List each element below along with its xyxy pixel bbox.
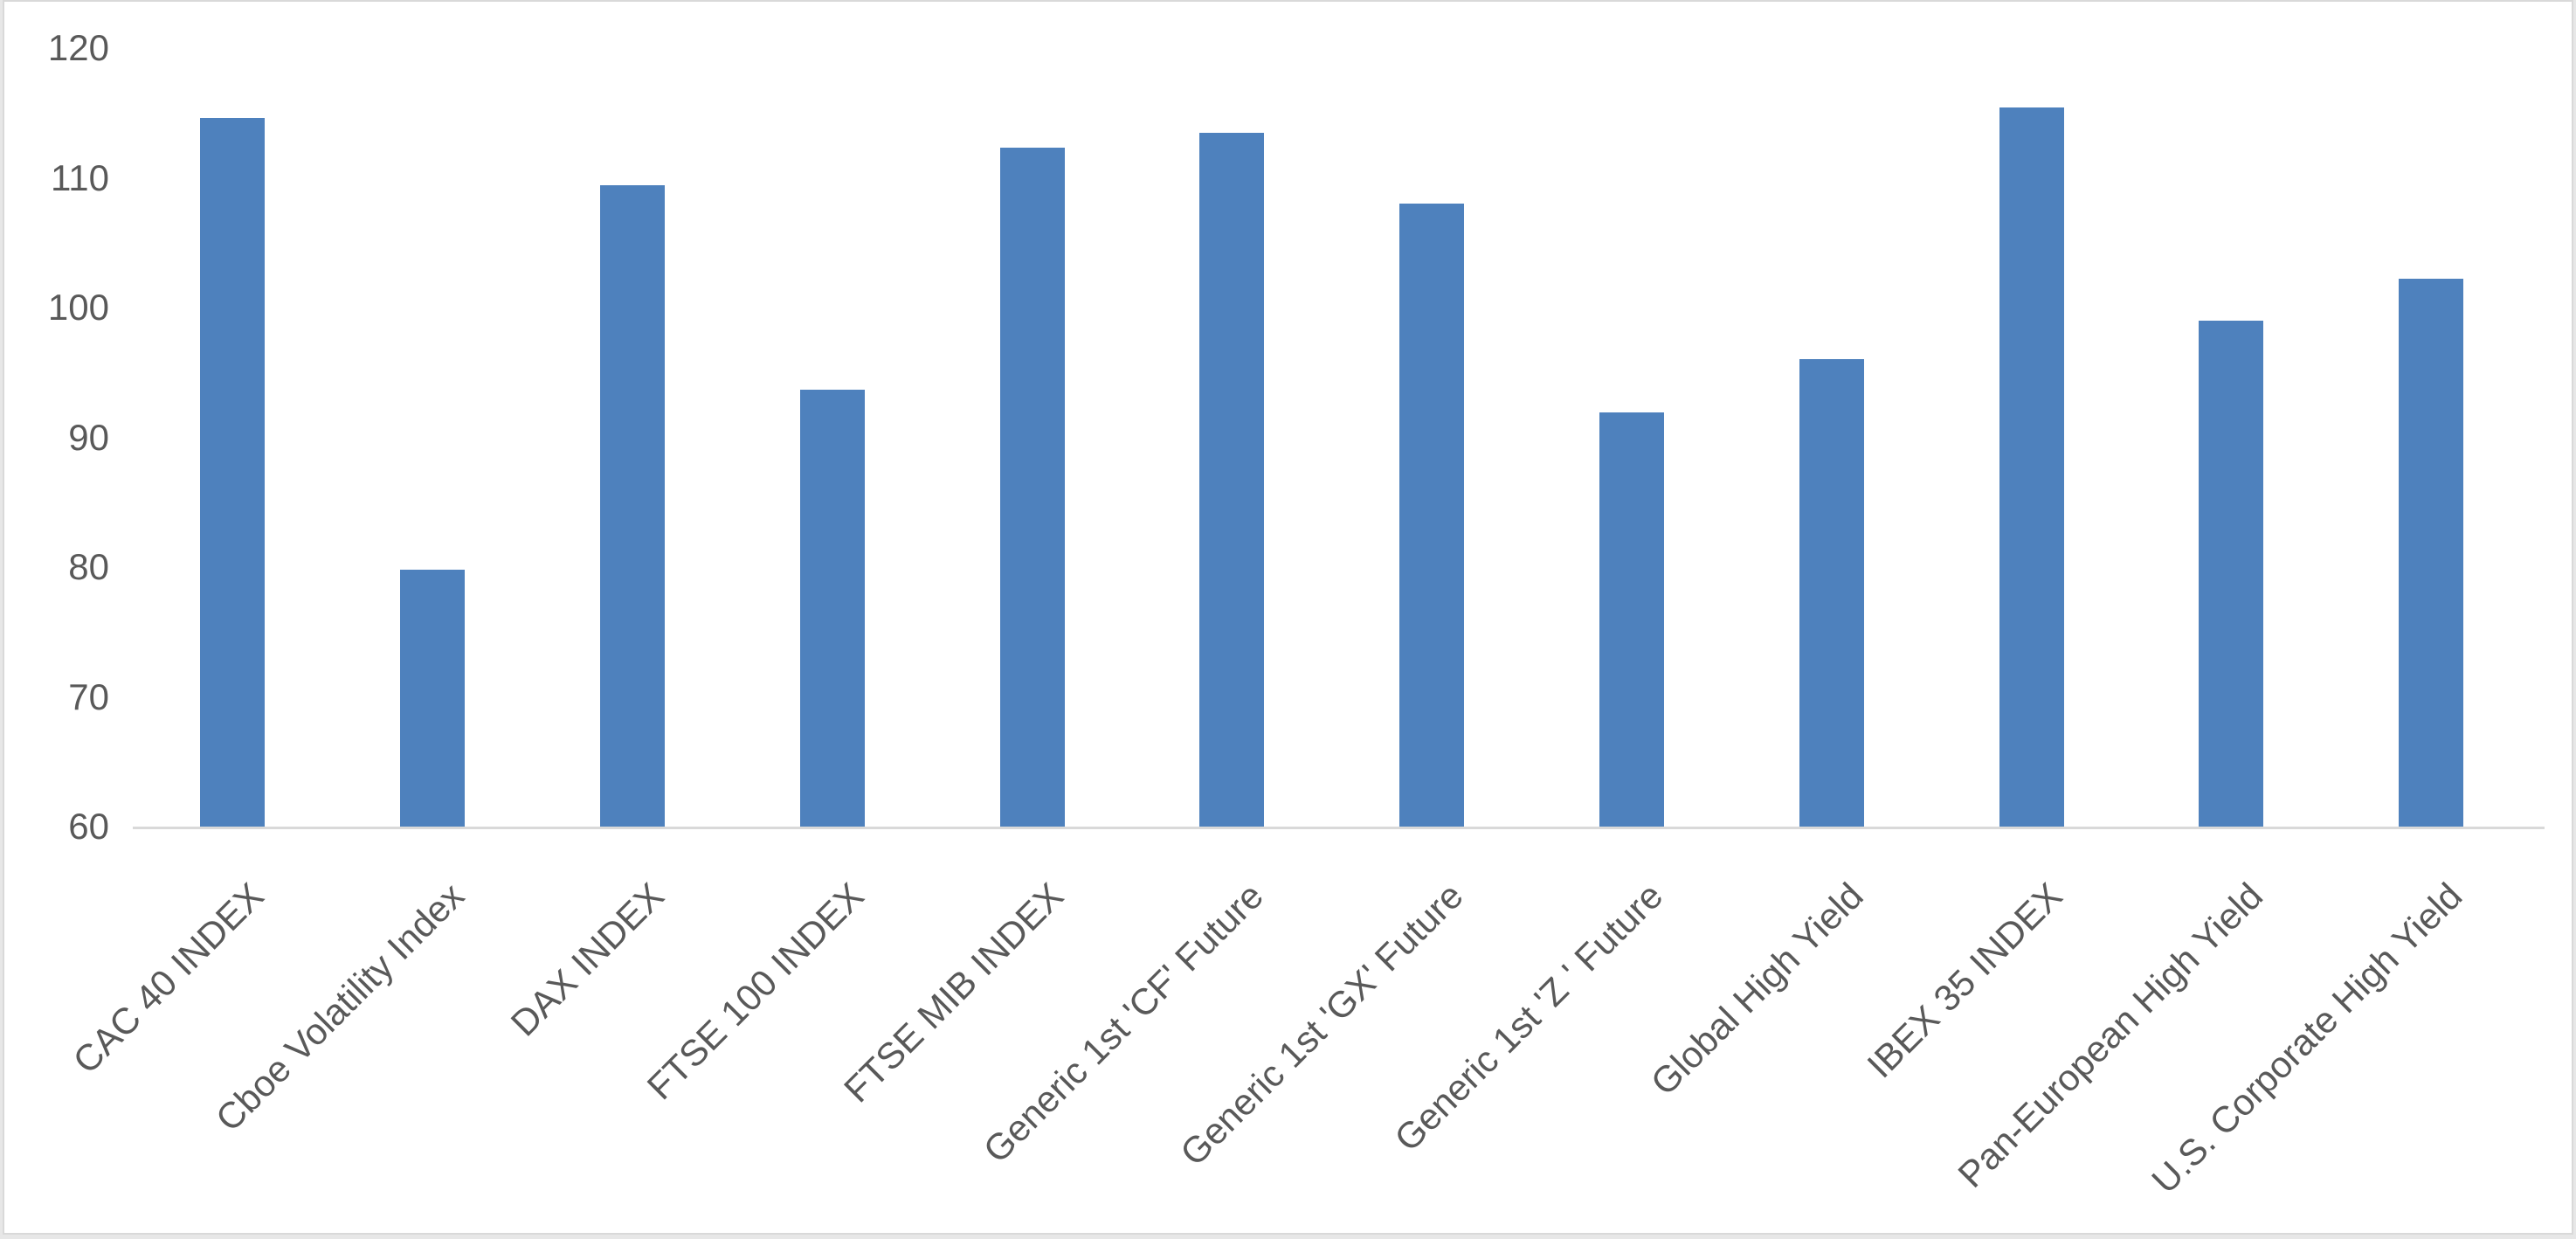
y-axis-tick-label: 120 <box>47 27 109 68</box>
bar-ftse-mib-index <box>999 148 1065 827</box>
y-axis-tick-label: 100 <box>47 287 109 328</box>
x-axis-line <box>133 827 2545 829</box>
bar-generic-1st-gx-future <box>1399 204 1465 827</box>
x-axis-category-label: FTSE 100 INDEX <box>639 875 872 1108</box>
y-axis-tick-label: 80 <box>68 546 109 587</box>
bar-cac-40-index <box>200 118 266 827</box>
y-axis-tick-label: 90 <box>68 416 109 458</box>
y-axis-tick-label: 60 <box>68 806 109 847</box>
bar-ftse-100-index <box>799 389 865 827</box>
plot-area: 60 70 80 90 100 110 120 CAC 40 INDEX Cboe Volat… <box>4 2 2572 1233</box>
bar-cboe-volatility-index <box>400 569 466 827</box>
bar-generic-1st-z-future <box>1599 412 1664 827</box>
chart-area: 60 70 80 90 100 110 120 CAC 40 INDEX Cboe Volat… <box>3 0 2573 1235</box>
x-axis-category-label: DAX INDEX <box>502 875 672 1044</box>
bar-pan-european-high-yield <box>2199 320 2264 827</box>
x-axis-category-label: FTSE MIB INDEX <box>835 875 1072 1111</box>
bar-dax-index <box>600 185 665 827</box>
bar-u-s-corporate-high-yield <box>2399 279 2464 827</box>
y-axis-tick-label: 110 <box>51 156 109 198</box>
bar-ibex-35-index <box>1999 107 2064 827</box>
bar-global-high-yield <box>1799 359 1864 827</box>
x-axis-category-label: IBEX 35 INDEX <box>1859 875 2071 1086</box>
x-axis-category-label: Global High Yield <box>1642 875 1871 1104</box>
y-axis-tick-label: 70 <box>68 675 109 717</box>
x-axis-category-label: CAC 40 INDEX <box>65 875 272 1082</box>
bar-generic-1st-cf-future <box>1199 132 1265 827</box>
